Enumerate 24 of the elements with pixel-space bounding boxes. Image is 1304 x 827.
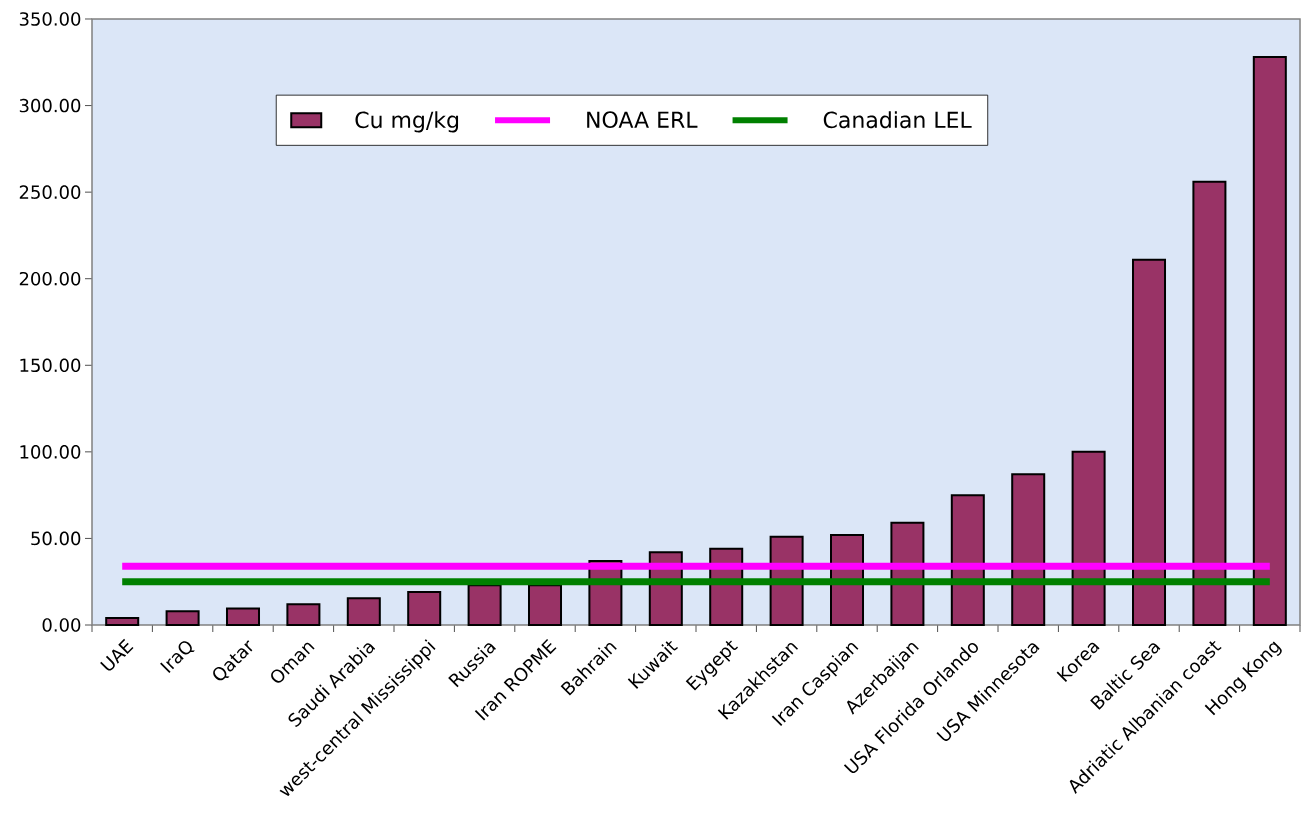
y-tick-label: 300.00 <box>19 98 81 113</box>
bar <box>407 591 442 626</box>
bar <box>165 610 200 626</box>
y-tick-label: 200.00 <box>19 271 81 286</box>
bar <box>105 617 140 626</box>
y-tick-label: 350.00 <box>19 12 81 26</box>
legend-label: NOAA ERL <box>587 111 698 128</box>
y-tick-label: 150.00 <box>20 358 81 373</box>
y-tick-label: 250.00 <box>19 185 81 199</box>
bar <box>286 603 321 626</box>
bar <box>1192 180 1227 626</box>
bar <box>346 597 381 626</box>
legend-label: Cu mg/kg <box>355 111 459 133</box>
bar <box>226 607 261 626</box>
bar <box>467 584 502 626</box>
bar <box>1132 258 1167 626</box>
y-tick-label: 100.00 <box>20 445 81 459</box>
y-tick-label: 0.00 <box>42 618 81 632</box>
bar <box>1011 473 1046 626</box>
bar <box>528 584 563 626</box>
y-tick-label: 50.00 <box>31 531 81 546</box>
bar <box>1252 56 1287 626</box>
bar <box>1071 450 1106 626</box>
legend-label: Canadian LEL <box>823 111 972 129</box>
